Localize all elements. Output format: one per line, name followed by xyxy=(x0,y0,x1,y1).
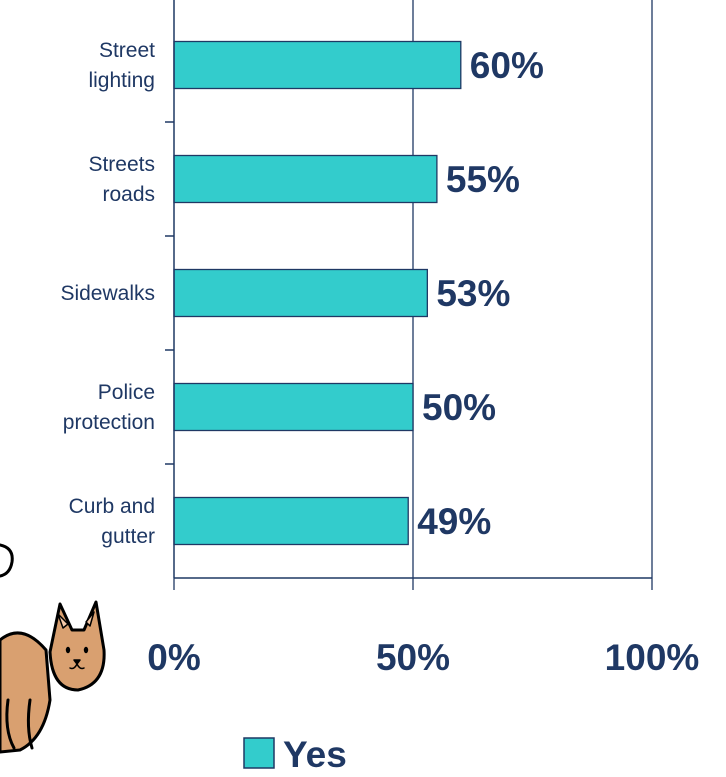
legend-label: Yes xyxy=(283,734,347,775)
x-tick-label: 0% xyxy=(147,637,200,678)
data-label: 50% xyxy=(422,387,496,428)
data-label: 55% xyxy=(446,159,520,200)
bar xyxy=(173,154,438,204)
category-label: Street lighting xyxy=(88,39,155,92)
category-label-line: lighting xyxy=(88,69,155,92)
legend-swatch xyxy=(243,737,275,769)
data-label: 53% xyxy=(436,273,510,314)
bar xyxy=(173,40,462,90)
category-label-line: Police xyxy=(98,381,155,404)
category-label: Sidewalks xyxy=(60,282,155,305)
category-label: Streets roads xyxy=(88,153,155,206)
x-tick-label: 100% xyxy=(605,637,700,678)
data-label: 60% xyxy=(470,45,544,86)
bars xyxy=(173,40,462,546)
bar xyxy=(173,382,414,432)
bar xyxy=(173,268,428,318)
category-label-line: Sidewalks xyxy=(60,282,155,305)
cat-clipart-icon xyxy=(0,543,106,754)
x-tick-label: 50% xyxy=(376,637,450,678)
labels: 0% 50% 100% 60% Street lighting 55% Streets road… xyxy=(60,39,699,775)
category-label-line: gutter xyxy=(101,525,155,548)
category-label-line: roads xyxy=(102,183,155,206)
data-label: 49% xyxy=(417,501,491,542)
category-label: Curb and gutter xyxy=(69,495,155,548)
bar xyxy=(173,496,409,546)
category-label-line: Streets xyxy=(88,153,155,176)
category-label-line: Street xyxy=(99,39,155,62)
category-label: Police protection xyxy=(63,381,155,434)
axes xyxy=(165,0,653,590)
category-label-line: protection xyxy=(63,411,155,434)
category-label-line: Curb and xyxy=(69,495,155,518)
